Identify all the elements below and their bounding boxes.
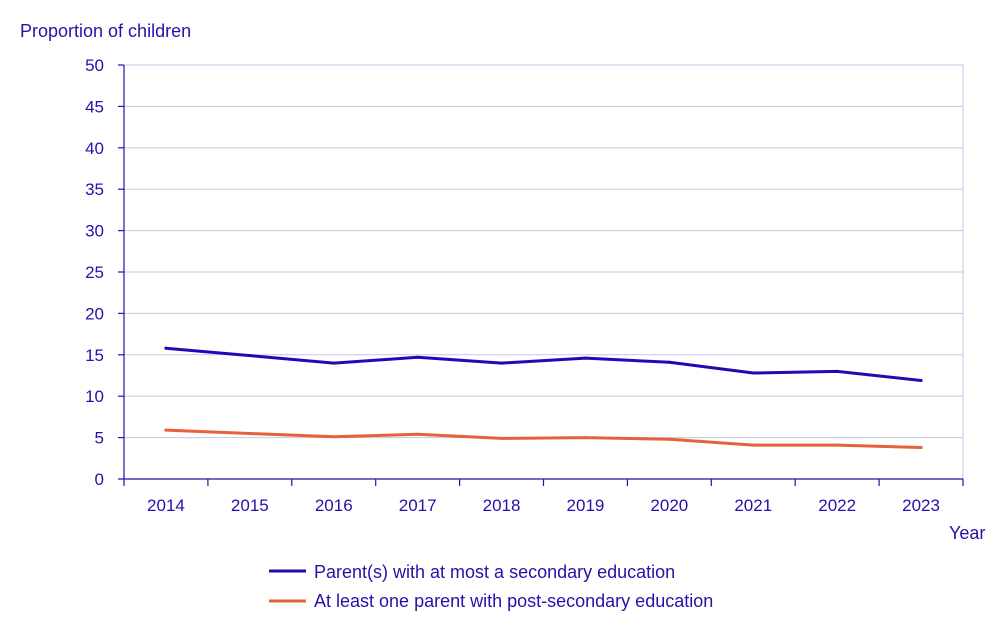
y-tick-label: 5	[95, 429, 104, 448]
legend-label-post-secondary: At least one parent with post-secondary …	[314, 591, 713, 611]
x-tick-label: 2014	[147, 496, 185, 515]
series-line-1	[164, 428, 923, 449]
data-point	[751, 443, 755, 447]
y-tick-label: 10	[85, 387, 104, 406]
grid	[124, 64, 963, 439]
y-tick-label: 30	[85, 222, 104, 241]
data-point	[332, 361, 336, 365]
y-tick-label: 50	[85, 56, 104, 75]
y-tick-label: 15	[85, 346, 104, 365]
x-tick-label: 2022	[818, 496, 856, 515]
legend: Parent(s) with at most a secondary educa…	[269, 562, 713, 611]
y-tick-label: 40	[85, 139, 104, 158]
data-point	[164, 346, 168, 350]
y-tick-label: 25	[85, 263, 104, 282]
data-point	[919, 378, 923, 382]
y-axis: 0 5 10 15 20 25 30 35 40 45 50	[85, 56, 125, 489]
x-tick-label: 2023	[902, 496, 940, 515]
legend-label-secondary: Parent(s) with at most a secondary educa…	[314, 562, 675, 582]
x-tick-label: 2018	[483, 496, 521, 515]
data-point	[332, 435, 336, 439]
data-point	[667, 437, 671, 441]
data-point	[248, 431, 252, 435]
data-point	[751, 371, 755, 375]
x-tick-label: 2021	[734, 496, 772, 515]
data-point	[919, 446, 923, 450]
data-point	[667, 360, 671, 364]
y-tick-label: 20	[85, 304, 104, 323]
x-axis-title: Year	[949, 523, 985, 543]
data-point	[583, 436, 587, 440]
x-tick-label: 2016	[315, 496, 353, 515]
data-point	[248, 354, 252, 358]
data-point	[835, 369, 839, 373]
series-line-0	[164, 346, 923, 382]
y-tick-label: 0	[95, 470, 104, 489]
x-tick-label: 2017	[399, 496, 437, 515]
x-tick-label: 2020	[650, 496, 688, 515]
data-point	[500, 361, 504, 365]
data-point	[164, 428, 168, 432]
series-lines	[164, 346, 923, 450]
data-point	[416, 355, 420, 359]
x-tick-label: 2019	[567, 496, 605, 515]
x-axis: 2014 2015 2016 2017 2018 2019 2020 2021 2022 2023	[123, 478, 964, 515]
data-point	[500, 436, 504, 440]
data-point	[835, 443, 839, 447]
y-tick-label: 45	[85, 97, 104, 116]
y-tick-label: 35	[85, 180, 104, 199]
x-tick-label: 2015	[231, 496, 269, 515]
data-point	[583, 356, 587, 360]
data-point	[416, 432, 420, 436]
y-axis-title: Proportion of children	[20, 21, 191, 41]
